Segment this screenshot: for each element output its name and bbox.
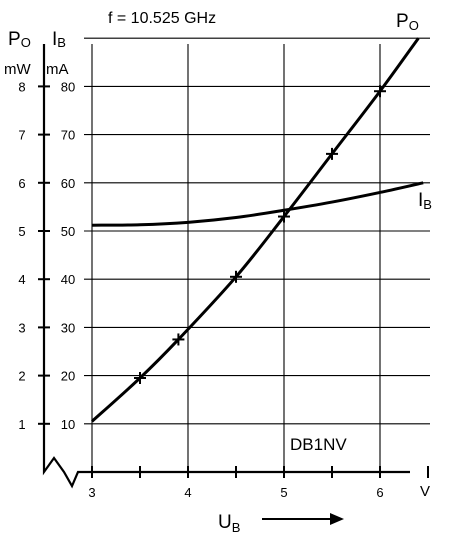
x-tick-label: 5 <box>280 485 287 500</box>
y-left-axis-title: PO <box>8 29 31 50</box>
chart-title: f = 10.525 GHz <box>108 10 216 27</box>
y-right-tick-label: 40 <box>61 272 75 287</box>
grid-lines <box>84 37 430 472</box>
y-left-tick-label: 6 <box>18 176 25 191</box>
series-line-ib <box>91 181 424 227</box>
series-label-po: PO <box>396 11 419 33</box>
series-line-po <box>90 37 420 423</box>
y-right-tick-label: 30 <box>61 320 75 335</box>
annotation-db1nv: DB1NV <box>290 435 347 454</box>
x-tick-label: 6 <box>376 485 383 500</box>
tick-labels: 1 2 3 4 5 6 7 8 10 20 30 40 50 60 70 80 3 4 5 6 <box>18 79 383 500</box>
y-right-tick-label: 70 <box>61 128 75 143</box>
y-right-tick-label: 10 <box>61 417 75 432</box>
y-right-tick-label: 20 <box>61 369 75 384</box>
y-left-tick-label: 2 <box>18 369 25 384</box>
y-left-tick-label: 1 <box>18 417 25 432</box>
y-left-tick-label: 8 <box>18 79 25 94</box>
x-tick-label: 3 <box>88 485 95 500</box>
y-left-tick-label: 7 <box>18 128 25 143</box>
y-right-tick-label: 60 <box>61 176 75 191</box>
y-left-tick-label: 5 <box>18 224 25 239</box>
x-axis-arrow <box>262 513 344 525</box>
y-right-tick-label: 80 <box>61 79 75 94</box>
x-axis-title: UB <box>218 512 240 535</box>
data-series <box>90 37 424 423</box>
axes <box>38 44 429 489</box>
x-tick-label: 4 <box>184 485 191 500</box>
series-label-ib: IB <box>418 190 432 212</box>
y-left-tick-label: 3 <box>18 320 25 335</box>
axis-break <box>42 456 92 489</box>
y-right-unit: mA <box>46 61 69 78</box>
y-right-axis-title: IB <box>52 29 66 50</box>
x-axis-unit: V <box>420 483 430 500</box>
y-right-tick-label: 50 <box>61 224 75 239</box>
y-left-unit: mW <box>4 61 31 78</box>
y-left-tick-label: 4 <box>18 272 25 287</box>
